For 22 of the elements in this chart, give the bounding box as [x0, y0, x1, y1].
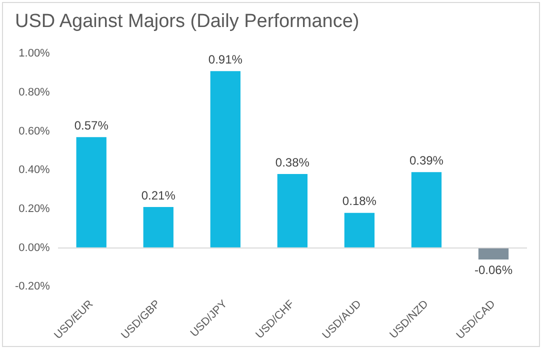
data-label: 0.57%: [74, 118, 109, 132]
y-tick-label: 0.20%: [18, 203, 50, 215]
bar: [344, 212, 375, 248]
bar: [76, 137, 106, 248]
y-tick-label: 0.00%: [18, 242, 50, 254]
bar: [143, 207, 174, 248]
data-label: 0.38%: [275, 155, 310, 170]
y-tick-label: 1.00%: [18, 48, 50, 60]
bar: [210, 71, 240, 248]
y-tick-label: 0.80%: [18, 86, 50, 98]
bar: [411, 172, 442, 248]
y-tick-label: -0.20%: [14, 280, 50, 293]
bar: [478, 248, 509, 260]
bar: [277, 174, 308, 248]
chart-title: USD Against Majors (Daily Performance): [15, 11, 360, 33]
data-label: 0.21%: [141, 188, 176, 202]
data-label: 0.18%: [342, 194, 377, 208]
y-tick-label: 0.60%: [18, 125, 50, 138]
data-label: -0.06%: [474, 262, 513, 277]
y-tick-label: 0.40%: [18, 164, 50, 176]
data-label: 0.91%: [208, 52, 243, 66]
data-label: 0.39%: [409, 153, 444, 168]
